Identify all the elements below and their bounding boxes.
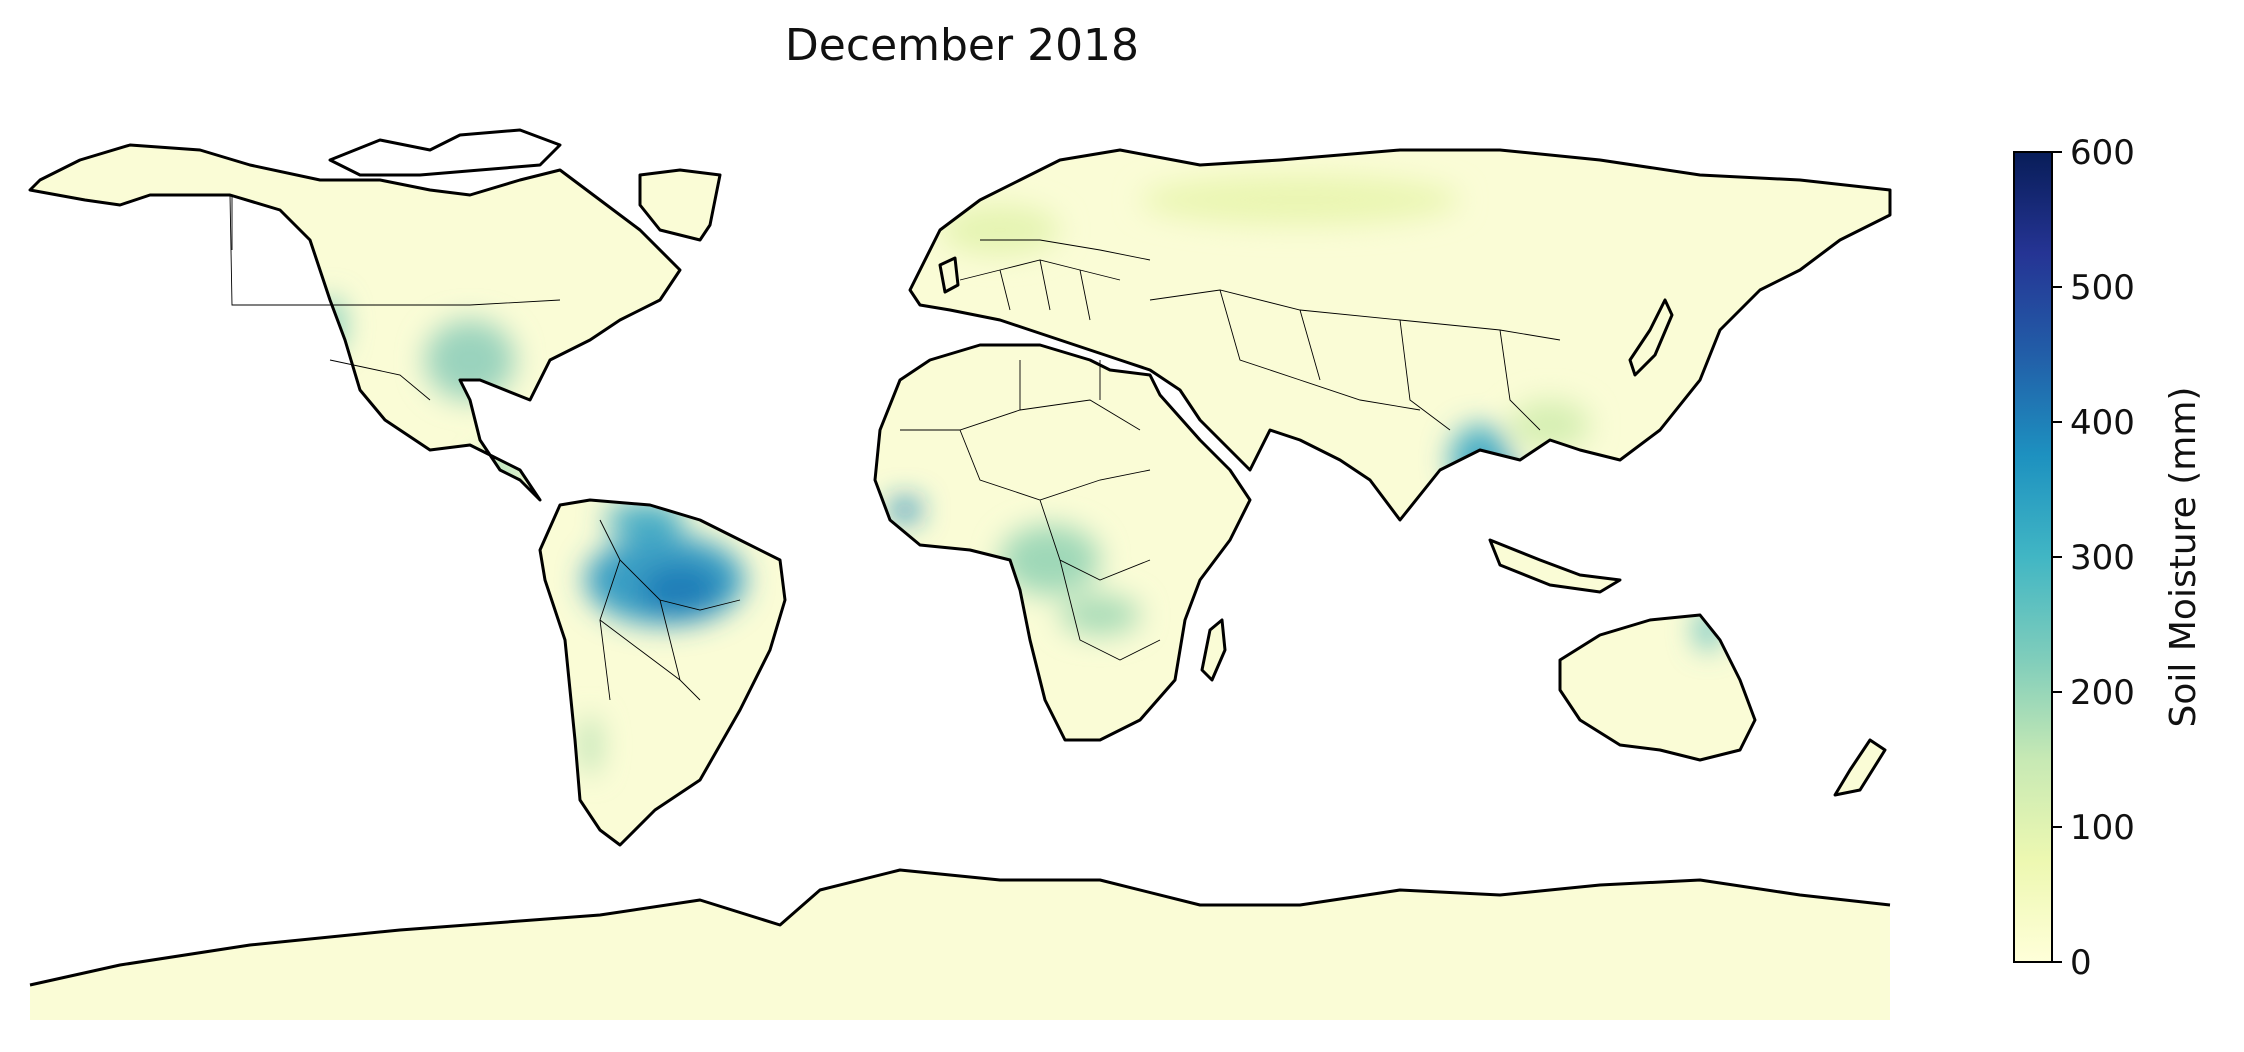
new-zealand-coastline <box>1833 738 1887 797</box>
wet-region-northern-europe <box>940 205 1060 255</box>
us-mexico-border <box>329 359 431 401</box>
australia-landmass <box>1560 615 1755 760</box>
colorbar-ticks: 0 100 200 300 400 500 600 <box>2052 133 2135 983</box>
colorbar-tick-label: 0 <box>2070 943 2092 983</box>
wet-region-northern-south-america <box>605 502 685 538</box>
asia-borders <box>1149 289 1561 431</box>
africa-borders <box>900 360 1161 661</box>
us-canada-border <box>229 194 561 306</box>
colorbar-tick-label: 500 <box>2070 268 2135 308</box>
eurasia-coastline <box>908 148 1892 522</box>
colorbar-tick-label: 200 <box>2070 673 2135 713</box>
north-america-landmass <box>30 145 680 500</box>
coastline-layer <box>28 128 1892 987</box>
colorbar-tick-label: 100 <box>2070 808 2135 848</box>
japan-coastline <box>1628 298 1674 377</box>
country-borders-layer <box>229 194 1561 701</box>
indonesia-coastline <box>1488 538 1622 594</box>
south-america-coastline <box>538 498 787 847</box>
madagascar-coastline <box>1200 618 1227 682</box>
colorbar <box>2013 151 2053 963</box>
antarctica-coastline <box>29 868 1891 987</box>
land-layer <box>30 145 1890 1020</box>
eurasia-landmass <box>910 150 1890 520</box>
wet-region-southeast-us <box>425 320 515 400</box>
europe-borders <box>959 239 1151 321</box>
wet-region-amazon-core <box>640 565 720 615</box>
map-title: December 2018 <box>784 20 1140 71</box>
greenland-coastline <box>638 168 722 242</box>
africa-coastline <box>873 343 1252 742</box>
japan-landmass <box>1630 300 1672 375</box>
colorbar-tick-label: 300 <box>2070 538 2135 578</box>
wet-region-mekong <box>1487 465 1523 505</box>
wet-region-southern-africa <box>1060 595 1140 635</box>
wet-region-southeast-china <box>1510 400 1590 450</box>
canadian-arctic-islands <box>328 128 562 177</box>
wet-region-gulf-of-guinea <box>889 498 921 522</box>
colorbar-tick-label: 400 <box>2070 403 2135 443</box>
wet-region-central-africa <box>1000 525 1100 595</box>
colorbar-tick-label: 600 <box>2070 133 2135 173</box>
colorbar-label: Soil Moisture (mm) <box>2163 387 2204 728</box>
uk-coastline <box>938 256 960 294</box>
south-america-borders <box>599 519 741 701</box>
madagascar-landmass <box>1202 620 1225 680</box>
new-zealand-landmass <box>1835 740 1885 795</box>
antarctica-landmass <box>30 870 1890 1020</box>
wet-region-siberia <box>1140 175 1460 225</box>
wet-region-southern-chile <box>580 715 600 775</box>
australia-coastline <box>1558 613 1757 762</box>
north-america-coastline <box>28 143 682 502</box>
greenland-landmass <box>640 170 720 240</box>
